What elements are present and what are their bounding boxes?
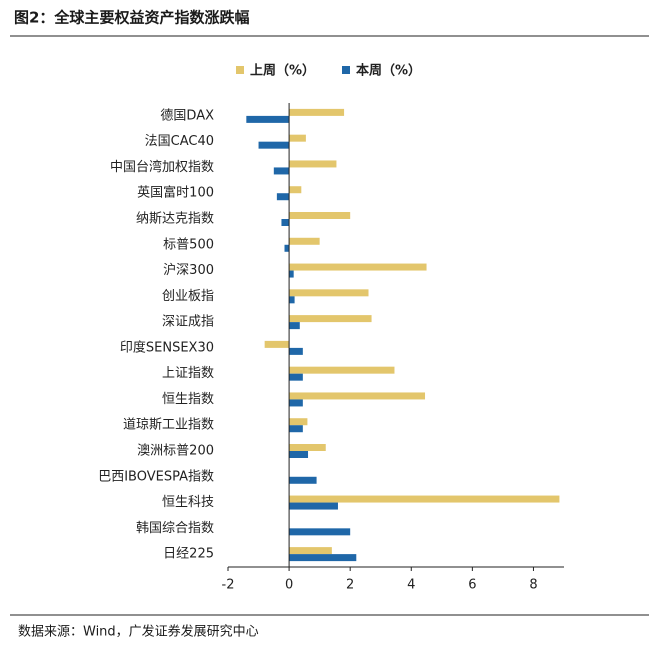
bar	[281, 219, 290, 226]
bar	[289, 502, 338, 510]
bar	[289, 399, 303, 407]
bar	[289, 476, 317, 484]
y-tick-label: 道琼斯工业指数	[123, 418, 214, 433]
bar	[289, 263, 427, 271]
bar	[289, 392, 426, 400]
bar	[276, 193, 290, 201]
y-tick-label: 标普500	[163, 237, 214, 252]
bar	[289, 160, 337, 168]
y-tick-label: 德国DAX	[160, 108, 214, 123]
y-tick-label: 澳洲标普200	[137, 443, 214, 459]
bar	[258, 141, 290, 149]
x-tick-label: -2	[222, 578, 235, 593]
bar	[289, 554, 357, 562]
y-tick-label: 巴西IBOVESPA指数	[98, 469, 214, 484]
bar	[289, 366, 395, 374]
y-tick-label: 法国CAC40	[145, 134, 214, 149]
bar	[289, 495, 560, 503]
bar	[273, 167, 290, 175]
bar	[289, 322, 300, 330]
bar	[289, 315, 372, 323]
bar	[284, 244, 290, 252]
bar	[289, 418, 308, 426]
legend-label: 上周（%）	[250, 63, 315, 79]
y-tick-label: 韩国综合指数	[136, 521, 214, 536]
y-tick-label: 印度SENSEX30	[120, 339, 214, 355]
x-tick-label: 4	[407, 578, 415, 593]
y-tick-label: 沪深300	[163, 262, 214, 278]
bar	[289, 373, 303, 381]
y-tick-label: 日经225	[163, 547, 214, 562]
legend-label: 本周（%）	[356, 63, 421, 79]
legend-swatch	[342, 66, 350, 74]
bar	[289, 289, 369, 297]
bar	[264, 340, 290, 348]
bar	[289, 425, 303, 433]
bar	[289, 134, 306, 142]
bar	[289, 444, 326, 451]
x-tick-label: 2	[346, 578, 354, 593]
y-tick-label: 中国台湾加权指数	[110, 159, 214, 175]
bar	[289, 212, 351, 219]
bar	[289, 347, 303, 355]
y-tick-label: 纳斯达克指数	[136, 212, 214, 227]
y-tick-label: 恒生指数	[162, 392, 214, 407]
legend-swatch	[236, 66, 244, 74]
bar	[289, 547, 332, 555]
x-tick-label: 8	[529, 578, 537, 593]
bar	[289, 451, 309, 458]
bar	[289, 528, 351, 536]
bar	[289, 296, 295, 304]
x-tick-label: 0	[285, 578, 293, 593]
source: 数据来源：Wind，广发证券发展研究中心	[18, 624, 259, 640]
bar	[289, 237, 320, 245]
y-tick-label: 上证指数	[162, 366, 214, 381]
y-tick-label: 创业板指	[162, 289, 214, 304]
x-tick-label: 6	[468, 578, 476, 593]
bar	[289, 270, 294, 278]
y-tick-label: 恒生科技	[162, 495, 214, 510]
bar	[289, 186, 302, 194]
bar	[246, 115, 290, 123]
y-tick-label: 英国富时100	[137, 185, 214, 201]
y-tick-label: 深证成指	[162, 315, 214, 330]
chart-title: 图2：全球主要权益资产指数涨跌幅	[14, 9, 249, 27]
bar	[289, 108, 345, 116]
